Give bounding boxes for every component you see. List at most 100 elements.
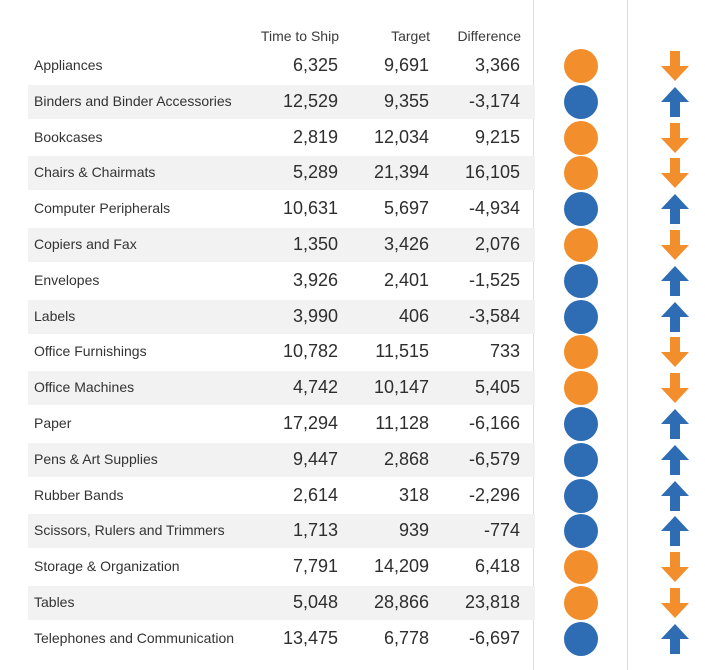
difference-value: 2,076 <box>474 234 520 254</box>
category-label: Chairs & Chairmats <box>34 164 156 180</box>
target-value: 10,147 <box>373 377 429 397</box>
category-label: Telephones and Communication <box>34 630 235 646</box>
target-value: 21,394 <box>373 162 429 182</box>
difference-value: 16,105 <box>464 162 520 182</box>
difference-value: 3,366 <box>474 55 520 75</box>
target-value: 318 <box>398 485 429 505</box>
target-value: 9,355 <box>383 91 429 111</box>
table-row: Chairs & Chairmats 5,289 21,394 16,105 <box>28 156 535 190</box>
arrow-up-icon <box>661 481 689 511</box>
status-circle-over <box>564 228 598 262</box>
time-to-ship-value: 12,529 <box>282 91 338 111</box>
status-circle-under <box>564 264 598 298</box>
arrow-up-icon <box>661 624 689 654</box>
category-label: Office Machines <box>34 379 135 395</box>
category-label: Envelopes <box>34 272 100 288</box>
status-circle-over <box>564 371 598 405</box>
category-label: Appliances <box>34 57 103 73</box>
time-to-ship-value: 5,289 <box>292 162 338 182</box>
time-to-ship-value: 13,475 <box>282 628 338 648</box>
status-circle-over <box>564 550 598 584</box>
target-value: 2,401 <box>383 270 429 290</box>
status-circle-under <box>564 622 598 656</box>
time-to-ship-value: 9,447 <box>292 449 338 469</box>
status-circle-under <box>564 192 598 226</box>
target-value: 939 <box>398 520 429 540</box>
status-circle-over <box>564 335 598 369</box>
time-to-ship-value: 2,614 <box>292 485 338 505</box>
table-row: Paper 17,294 11,128 -6,166 <box>28 407 535 441</box>
table-row: Storage & Organization 7,791 14,209 6,418 <box>28 550 535 584</box>
difference-value: -3,584 <box>468 306 520 326</box>
table-row: Computer Peripherals 10,631 5,697 -4,934 <box>28 192 535 226</box>
category-label: Copiers and Fax <box>34 236 137 252</box>
arrow-down-icon <box>661 373 689 403</box>
status-circle-over <box>564 121 598 155</box>
time-to-ship-value: 1,713 <box>292 520 338 540</box>
target-value: 3,426 <box>383 234 429 254</box>
status-circle-under <box>564 514 598 548</box>
arrow-up-icon <box>661 266 689 296</box>
difference-value: -6,697 <box>468 628 520 648</box>
category-label: Paper <box>34 415 72 431</box>
table-row: Telephones and Communication 13,475 6,778 -… <box>28 622 535 656</box>
arrow-up-icon <box>661 194 689 224</box>
time-to-ship-value: 6,325 <box>292 55 338 75</box>
arrow-down-icon <box>661 51 689 81</box>
difference-value: -1,525 <box>468 270 520 290</box>
status-circle-under <box>564 479 598 513</box>
table-row: Pens & Art Supplies 9,447 2,868 -6,579 <box>28 443 535 477</box>
target-value: 14,209 <box>373 556 429 576</box>
arrow-down-icon <box>661 123 689 153</box>
time-to-ship-value: 10,782 <box>282 341 338 361</box>
category-label: Computer Peripherals <box>34 200 171 216</box>
difference-value: -2,296 <box>468 485 520 505</box>
category-label: Office Furnishings <box>34 343 147 359</box>
table-row: Envelopes 3,926 2,401 -1,525 <box>28 264 535 298</box>
time-to-ship-value: 7,791 <box>292 556 338 576</box>
status-circle-over <box>564 586 598 620</box>
arrow-up-icon <box>661 409 689 439</box>
target-value: 12,034 <box>373 127 429 147</box>
time-to-ship-value: 3,990 <box>292 306 338 326</box>
arrow-down-icon <box>661 588 689 618</box>
category-label: Storage & Organization <box>34 558 180 574</box>
time-to-ship-value: 3,926 <box>292 270 338 290</box>
column-divider-right <box>627 0 628 670</box>
target-value: 406 <box>398 306 429 326</box>
table-row: Binders and Binder Accessories 12,529 9,35… <box>28 85 535 119</box>
table-row: Rubber Bands 2,614 318 -2,296 <box>28 479 535 513</box>
header-difference: Difference <box>457 28 521 44</box>
category-label: Pens & Art Supplies <box>34 451 158 467</box>
arrow-down-icon <box>661 230 689 260</box>
difference-value: 5,405 <box>474 377 520 397</box>
table-row: Office Machines 4,742 10,147 5,405 <box>28 371 535 405</box>
arrow-down-icon <box>661 552 689 582</box>
time-to-ship-value: 4,742 <box>292 377 338 397</box>
target-value: 28,866 <box>373 592 429 612</box>
status-circle-under <box>564 85 598 119</box>
target-value: 2,868 <box>383 449 429 469</box>
table-row: Copiers and Fax 1,350 3,426 2,076 <box>28 228 535 262</box>
target-value: 6,778 <box>383 628 429 648</box>
difference-value: 23,818 <box>464 592 520 612</box>
difference-value: -6,579 <box>468 449 520 469</box>
arrow-down-icon <box>661 337 689 367</box>
status-circle-under <box>564 407 598 441</box>
table-row: Appliances 6,325 9,691 3,366 <box>28 49 535 83</box>
table-row: Scissors, Rulers and Trimmers 1,713 939 -77… <box>28 514 535 548</box>
status-circle-over <box>564 49 598 83</box>
header-time-to-ship: Time to Ship <box>260 28 339 44</box>
target-value: 11,515 <box>375 341 429 361</box>
status-circle-under <box>564 443 598 477</box>
difference-value: 6,418 <box>474 556 520 576</box>
target-value: 5,697 <box>383 198 429 218</box>
time-to-ship-value: 10,631 <box>282 198 338 218</box>
time-to-ship-value: 5,048 <box>292 592 338 612</box>
time-to-ship-value: 2,819 <box>292 127 338 147</box>
arrow-up-icon <box>661 445 689 475</box>
table-row: Office Furnishings 10,782 11,515 733 <box>28 335 535 369</box>
difference-value: -3,174 <box>468 91 520 111</box>
column-divider-left <box>533 0 534 670</box>
table-row: Bookcases 2,819 12,034 9,215 <box>28 121 535 155</box>
